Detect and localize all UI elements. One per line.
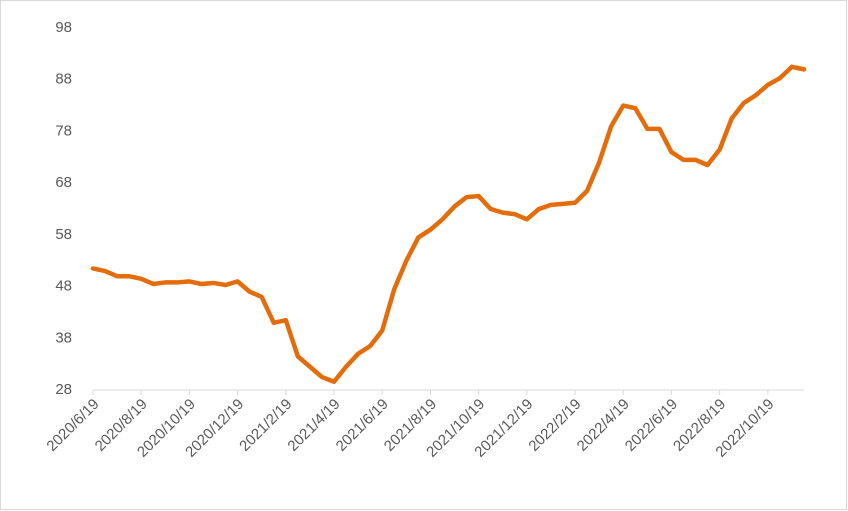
y-tick-label: 78 [55,122,72,139]
y-tick-label: 68 [55,174,72,191]
y-tick-label: 88 [55,71,72,88]
y-tick-label: 28 [55,381,72,398]
y-tick-label: 98 [55,19,72,36]
y-tick-label: 48 [55,278,72,295]
line-series [90,64,807,384]
y-tick-label: 38 [55,329,72,346]
y-tick-label: 58 [55,226,72,243]
